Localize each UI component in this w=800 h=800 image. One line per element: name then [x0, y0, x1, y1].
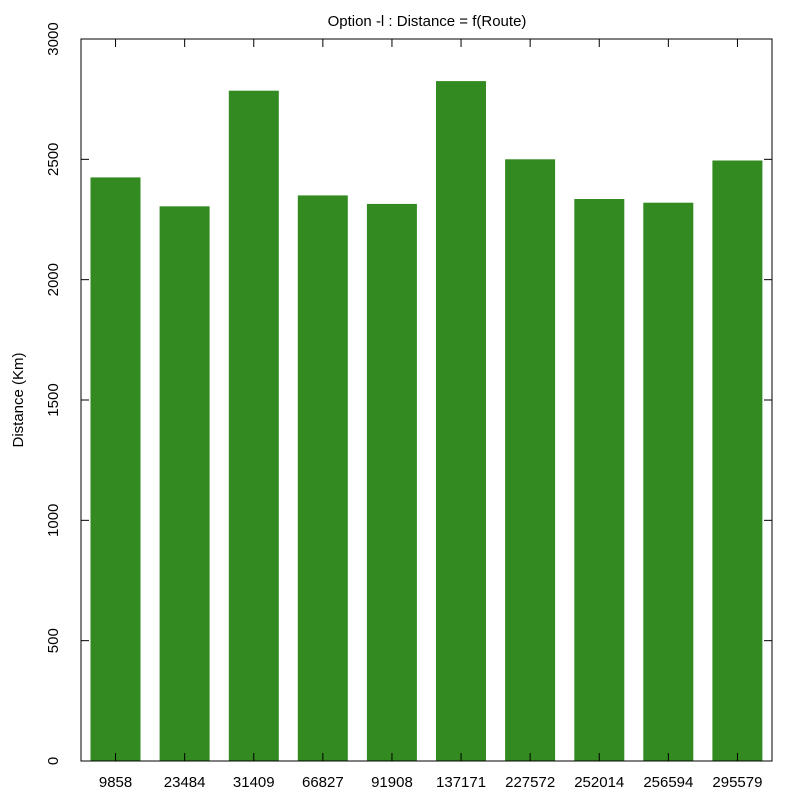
bar-31409 — [228, 90, 279, 761]
bar-91908 — [366, 203, 417, 761]
bar-252014 — [574, 199, 625, 761]
x-tick-label: 23484 — [164, 774, 206, 791]
bar-137171 — [436, 81, 486, 762]
x-tick-label: 227572 — [505, 774, 555, 791]
bar-295579 — [712, 160, 763, 761]
y-tick-label: 1500 — [45, 383, 62, 416]
bar-227572 — [505, 159, 556, 762]
y-tick-label: 1000 — [45, 504, 62, 537]
bars-group — [90, 81, 763, 762]
x-tick-label: 137171 — [436, 774, 486, 791]
y-tick-label: 500 — [45, 628, 62, 653]
bar-9858 — [90, 177, 141, 761]
y-tick-labels-group: 0 500 1000 1500 2000 2500 3000 — [45, 22, 62, 765]
x-tick-labels-group: 9858 23484 31409 66827 91908 137171 227572 2520… — [99, 774, 763, 791]
bar-66827 — [297, 195, 348, 761]
x-tick-label: 66827 — [302, 774, 344, 791]
y-axis-label: Distance (Km) — [10, 352, 27, 447]
bar-23484 — [159, 206, 210, 762]
x-tick-label: 256594 — [643, 774, 693, 791]
x-tick-label: 91908 — [371, 774, 413, 791]
x-tick-label: 31409 — [233, 774, 275, 791]
bar-256594 — [643, 202, 694, 761]
y-tick-label: 0 — [45, 757, 62, 765]
plot-frame — [80, 38, 773, 762]
axis-ticks-group — [81, 38, 772, 762]
y-tick-label: 3000 — [45, 22, 62, 55]
chart-title: Option -l : Distance = f(Route) — [328, 13, 527, 30]
y-tick-label: 2000 — [45, 263, 62, 296]
x-tick-label: 9858 — [99, 774, 132, 791]
x-tick-label: 252014 — [574, 774, 624, 791]
y-tick-label: 2500 — [45, 143, 62, 176]
x-tick-label: 295579 — [712, 774, 762, 791]
